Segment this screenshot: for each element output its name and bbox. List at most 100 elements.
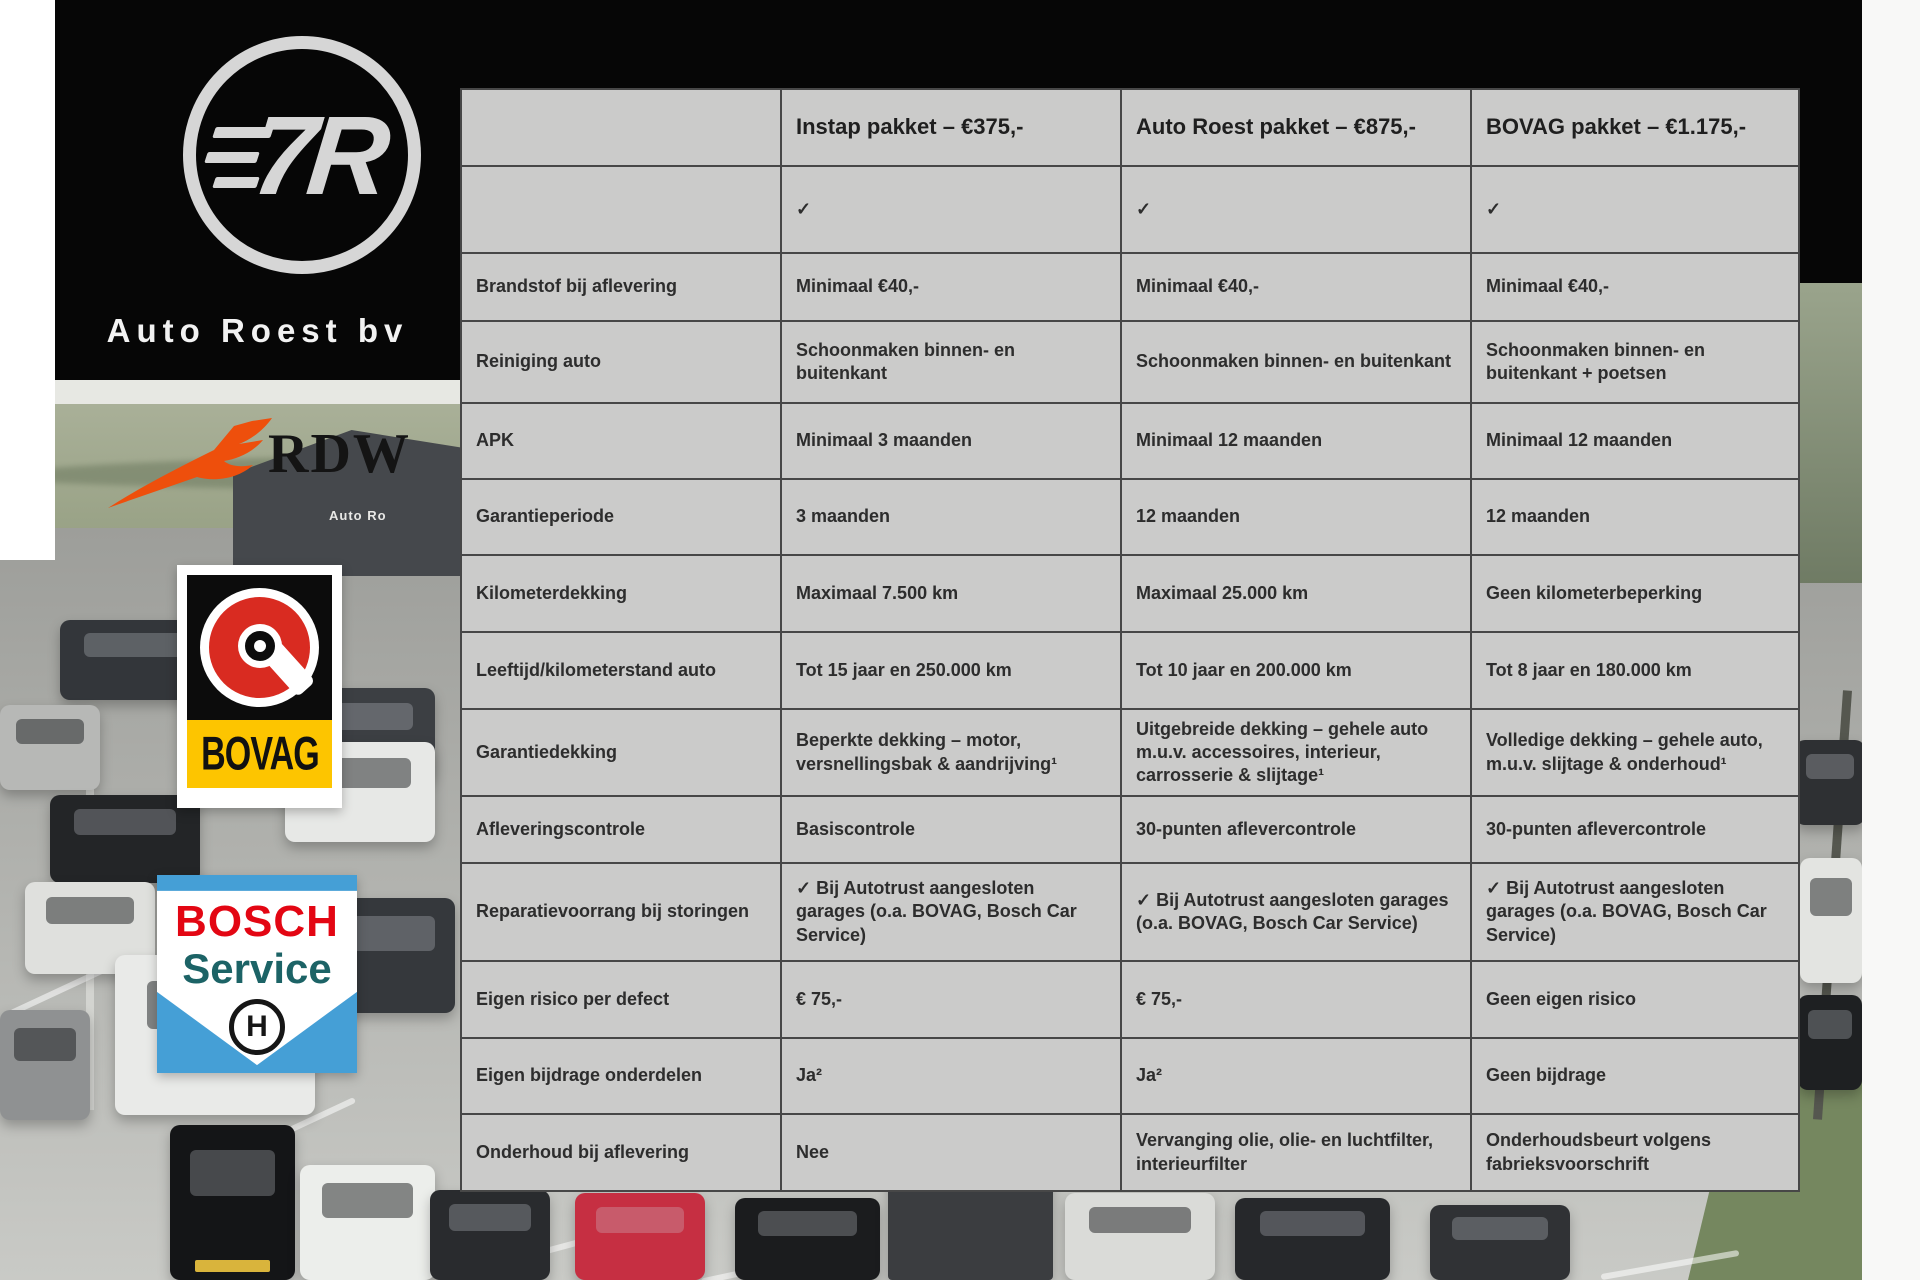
car [735,1198,880,1280]
table-cell: Minimaal €40,- [1470,254,1798,320]
table-row: APK Minimaal 3 maanden Minimaal 12 maand… [462,402,1798,478]
table-cell: Geen bijdrage [1470,1039,1798,1113]
table-cell: Ja² [1120,1039,1470,1113]
table-cell: Schoonmaken binnen- en buitenkant [1120,322,1470,402]
bovag-hub-icon [238,624,282,668]
table-cell: Ja² [780,1039,1120,1113]
table-cell: Uitgebreide dekking – gehele auto m.u.v.… [1120,710,1470,795]
bosch-wordmark: BOSCH [175,897,339,946]
auto-roest-monogram: 7R [247,93,388,218]
car [300,1165,435,1280]
table-cell: 12 maanden [1120,480,1470,554]
column-header-instap: Instap pakket – €375,- [780,90,1120,165]
table-row: Leeftijd/kilometerstand auto Tot 15 jaar… [462,631,1798,708]
speed-line-icon [204,152,260,163]
company-name: Auto Roest bv [106,312,409,349]
row-label: Leeftijd/kilometerstand auto [476,659,717,680]
photo-trees [1793,283,1863,583]
right-margin [1862,0,1920,1280]
table-cell: Beperkte dekking – motor, versnellingsba… [780,710,1120,795]
table-cell: Minimaal 12 maanden [1120,404,1470,478]
license-plate [195,1260,270,1272]
rdw-logo: RDW [100,408,430,528]
bovag-ring-icon [200,588,319,707]
table-row: Garantieperiode 3 maanden 12 maanden 12 … [462,478,1798,554]
table-cell: € 75,- [780,962,1120,1037]
table-cell: Geen eigen risico [1470,962,1798,1037]
car [430,1190,550,1280]
table-row: Kilometerdekking Maximaal 7.500 km Maxim… [462,554,1798,631]
row-label: Garantieperiode [476,506,615,527]
row-label: Garantiedekking [476,741,618,762]
table-cell: Geen kilometerbeperking [1470,556,1798,631]
rdw-wing-icon [108,418,272,508]
table-cell: 3 maanden [780,480,1120,554]
table-cell: Maximaal 7.500 km [780,556,1120,631]
bosch-armature-icon: H [229,999,285,1055]
table-cell: Minimaal 3 maanden [780,404,1120,478]
row-label: Afleveringscontrole [476,818,646,839]
row-label: Brandstof bij aflevering [476,276,678,297]
table-row: Afleveringscontrole Basiscontrole 30-pun… [462,795,1798,862]
car [0,1010,90,1120]
table-cell: Minimaal 12 maanden [1470,404,1798,478]
column-header-auto-roest: Auto Roest pakket – €875,- [1120,90,1470,165]
table-cell: € 75,- [1120,962,1470,1037]
table-cell: Vervanging olie, olie- en luchtfilter, i… [1120,1115,1470,1190]
row-label: Reiniging auto [476,351,601,372]
car [1798,995,1862,1090]
table-row: Onderhoud bij aflevering Nee Vervanging … [462,1113,1798,1190]
table-cell: Tot 10 jaar en 200.000 km [1120,633,1470,708]
auto-roest-ring-icon: 7R [183,36,421,274]
car [1235,1198,1390,1280]
row-label: Eigen bijdrage onderdelen [476,1065,703,1086]
table-cell: Schoonmaken binnen- en buitenkant + poet… [1470,322,1798,402]
table-row: Reparatievoorrang bij storingen ✓ Bij Au… [462,862,1798,960]
bosch-service-logo: BOSCH Service H [157,875,357,1073]
row-label: Kilometerdekking [476,582,628,603]
package-comparison-table: Instap pakket – €375,- Auto Roest pakket… [460,88,1800,1192]
car [1795,740,1865,825]
table-cell: ✓ Bij Autotrust aangesloten garages (o.a… [1470,864,1798,960]
check-cell: ✓ [1470,167,1798,252]
table-cell: Schoonmaken binnen- en buitenkant [780,322,1120,402]
table-cell: 30-punten aflevercontrole [1470,797,1798,862]
row-label [462,167,780,252]
car [50,795,200,883]
table-row: Garantiedekking Beperkte dekking – motor… [462,708,1798,795]
car [0,705,100,790]
table-row: ✓ ✓ ✓ [462,165,1798,252]
check-cell: ✓ [780,167,1120,252]
building-sign: Auto Ro [329,508,387,523]
header-band-right [1800,0,1862,283]
row-label: Reparatievoorrang bij storingen [476,901,750,922]
table-cell: Nee [780,1115,1120,1190]
table-row: Reiniging auto Schoonmaken binnen- en bu… [462,320,1798,402]
table-row: Eigen bijdrage onderdelen Ja² Ja² Geen b… [462,1037,1798,1113]
car [575,1193,705,1280]
bosch-service-wordmark: Service [182,945,332,992]
table-cell: Tot 8 jaar en 180.000 km [1470,633,1798,708]
check-cell: ✓ [1120,167,1470,252]
table-cell: ✓ Bij Autotrust aangesloten garages (o.a… [1120,864,1470,960]
table-header-row: Instap pakket – €375,- Auto Roest pakket… [462,90,1798,165]
table-cell: Onderhoudsbeurt volgens fabrieksvoorschr… [1470,1115,1798,1190]
table-cell: Minimaal €40,- [780,254,1120,320]
row-label: Onderhoud bij aflevering [476,1141,690,1162]
table-cell: ✓ Bij Autotrust aangesloten garages (o.a… [780,864,1120,960]
bovag-emblem-icon [187,575,332,720]
table-cell: Volledige dekking – gehele auto, m.u.v. … [1470,710,1798,795]
auto-roest-logo: 7R Auto Roest bv [55,0,460,380]
table-cell: Basiscontrole [780,797,1120,862]
row-label: APK [476,430,515,451]
bovag-logo: BOVAG [177,565,342,808]
left-margin [0,0,55,560]
car [1430,1205,1570,1280]
car [170,1125,295,1280]
column-header-bovag: BOVAG pakket – €1.175,- [1470,90,1798,165]
row-label: Eigen risico per defect [476,988,670,1009]
table-cell: 12 maanden [1470,480,1798,554]
table-cell: Minimaal €40,- [1120,254,1470,320]
bovag-wordmark: BOVAG [200,727,320,780]
